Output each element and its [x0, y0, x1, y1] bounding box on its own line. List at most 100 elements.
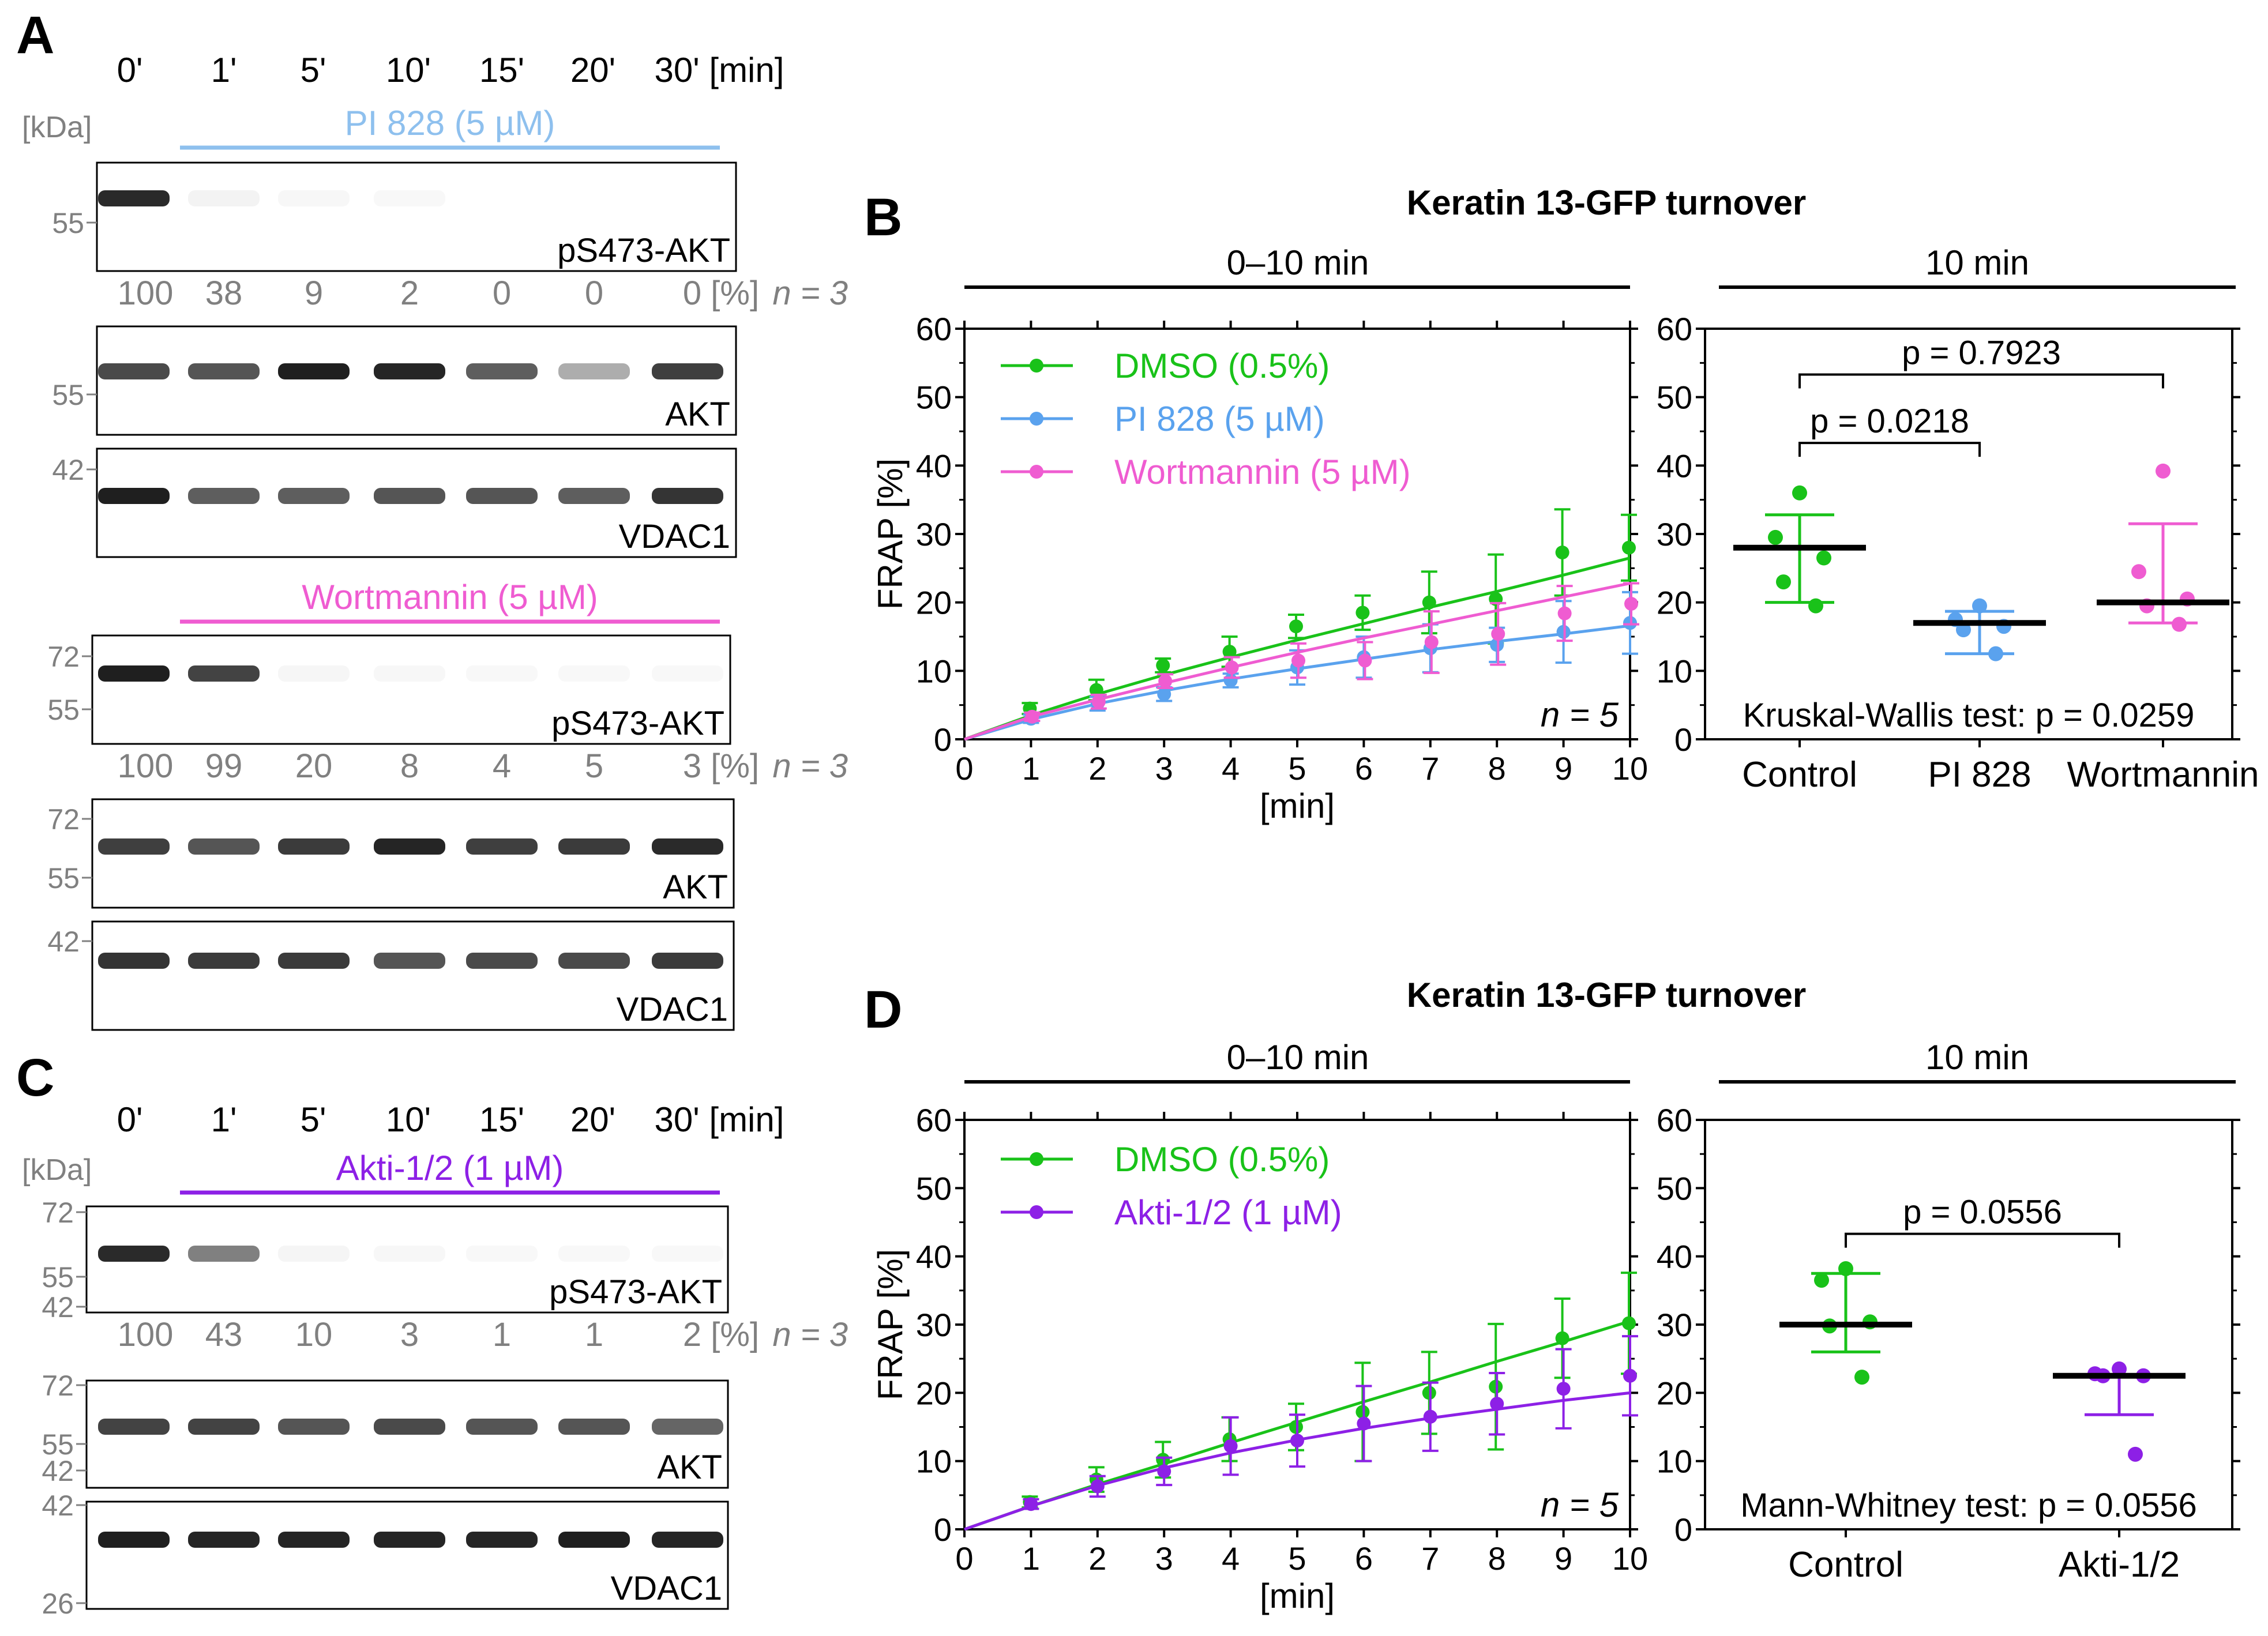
blot-band: [98, 1246, 170, 1262]
y-tick-label: 20: [916, 1375, 952, 1411]
y-tick-label: 10: [916, 653, 952, 689]
data-point: [1157, 687, 1171, 701]
legend-marker: [1030, 1205, 1043, 1219]
y-tick-label: 50: [916, 1170, 952, 1206]
x-tick-label: 5: [1288, 1540, 1306, 1577]
kda-marker: 55: [42, 1428, 74, 1461]
y-tick-label: 20: [1657, 1375, 1692, 1411]
blot-band: [374, 190, 445, 206]
blot-band: [466, 363, 538, 379]
time-label: 0': [117, 1100, 143, 1139]
dot: [1792, 485, 1807, 501]
range-label-right: 10 min: [1925, 243, 2029, 282]
kda-marker: 26: [42, 1588, 74, 1620]
blot-band: [98, 1532, 170, 1548]
blot-label: VDAC1: [619, 518, 730, 555]
blot-band: [278, 1246, 350, 1262]
time-label: 20': [570, 1100, 615, 1139]
legend-label: PI 828 (5 µM): [1114, 400, 1325, 438]
x-tick-label: 9: [1554, 750, 1572, 787]
n-label: n = 5: [1541, 1485, 1619, 1524]
blot-band: [278, 488, 350, 504]
dot: [1988, 646, 2003, 661]
blot-label: pS473-AKT: [557, 232, 730, 269]
dot: [1972, 598, 1987, 614]
quant-value: 3 [%]: [683, 747, 759, 785]
blot-band: [374, 1246, 445, 1262]
blot-band: [374, 838, 445, 855]
data-point: [1555, 546, 1569, 560]
blot-band: [374, 363, 445, 379]
kda-unit-label: [kDa]: [22, 111, 92, 144]
x-tick-label: 5: [1288, 750, 1306, 787]
blot-band: [558, 1532, 630, 1548]
x-tick-label: 2: [1088, 750, 1106, 787]
dot: [1814, 1273, 1829, 1288]
n-label: n = 3: [772, 274, 848, 312]
blot-band: [98, 190, 170, 206]
blot-band: [278, 363, 350, 379]
kda-marker: 55: [42, 1261, 74, 1293]
blot-band: [278, 1419, 350, 1435]
blot-band: [278, 953, 350, 969]
y-tick-label: 10: [916, 1443, 952, 1480]
blot-label: pS473-AKT: [549, 1273, 722, 1311]
data-point: [1156, 658, 1170, 672]
quant-value: 4: [493, 747, 511, 785]
treatment-label: Akti-1/2 (1 µM): [336, 1149, 564, 1187]
blot-band: [652, 1419, 723, 1435]
blot-band: [278, 1532, 350, 1548]
quant-value: 5: [585, 747, 603, 785]
blot-band: [374, 488, 445, 504]
y-tick-label: 10: [1657, 1443, 1692, 1480]
y-tick-label: 60: [916, 311, 952, 347]
statistical-test-label: Mann-Whitney test: p = 0.0556: [1740, 1487, 2197, 1524]
data-point: [1491, 627, 1505, 641]
time-label: 30' [min]: [655, 1100, 784, 1139]
blot-label: AKT: [657, 1449, 722, 1486]
x-tick-label: 6: [1355, 1540, 1373, 1577]
panel-letter: A: [16, 6, 54, 65]
blot-band: [98, 1419, 170, 1435]
dot: [2131, 564, 2146, 580]
blot-band: [278, 190, 350, 206]
y-tick-label: 50: [1657, 379, 1692, 416]
kda-marker: 72: [42, 1370, 74, 1402]
time-label: 5': [301, 51, 326, 89]
quant-value: 0 [%]: [683, 274, 759, 312]
blot-frame: [91, 634, 731, 745]
time-label: 0': [117, 51, 143, 89]
dot: [2156, 463, 2171, 479]
blot-band: [466, 665, 538, 682]
y-tick-label: 30: [916, 516, 952, 552]
blot-band: [98, 838, 170, 855]
kda-marker: 42: [42, 1455, 74, 1487]
x-tick-label: 7: [1421, 750, 1439, 787]
dot: [1838, 1261, 1853, 1276]
blot-band: [278, 665, 350, 682]
time-label: 10': [386, 1100, 431, 1139]
blot-band: [466, 953, 538, 969]
time-label: 5': [301, 1100, 326, 1139]
blot-label: pS473-AKT: [551, 705, 724, 742]
data-point: [1555, 1331, 1569, 1345]
y-tick-label: 0: [934, 721, 952, 758]
plot-frame: [963, 1119, 1631, 1530]
x-axis-label: [min]: [1260, 787, 1335, 825]
significance-bracket: [1798, 442, 1981, 457]
blot-band: [98, 363, 170, 379]
quant-value: 99: [205, 747, 243, 785]
kda-marker: 55: [52, 207, 84, 239]
kda-marker: 55: [52, 379, 84, 411]
range-label-left: 0–10 min: [1227, 243, 1369, 282]
western-blots-c: C 0' 1' 5' 10' 15' 20' 30' [min] [kDa] Akti-1/2 (…: [16, 1048, 848, 1620]
kda-marker: 42: [52, 454, 84, 486]
y-tick-label: 60: [916, 1102, 952, 1138]
n-label: n = 3: [772, 747, 848, 785]
data-point: [1556, 1382, 1571, 1396]
dot: [1768, 529, 1783, 545]
blot-band: [374, 665, 445, 682]
blot-band: [374, 953, 445, 969]
blot-band: [466, 1246, 538, 1262]
